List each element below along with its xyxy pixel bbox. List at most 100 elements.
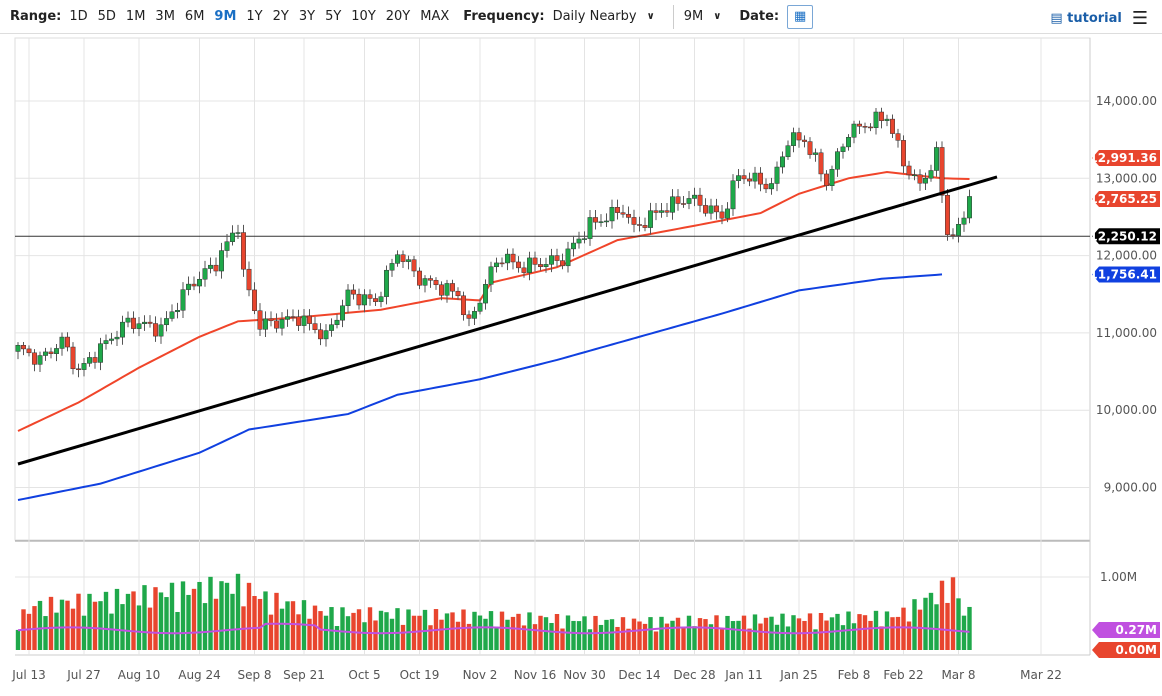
last-price-label-bg [1092,191,1160,207]
volume-bar [950,577,956,650]
candle [461,295,466,316]
volume-bar [692,626,697,650]
volume-bar [928,592,934,650]
range-9m[interactable]: 9M [214,9,237,24]
range-5d[interactable]: 5D [97,9,116,24]
period-select[interactable]: 9M ∨ [684,9,722,24]
price-tick-label: 13,000.00 [1096,171,1157,185]
candle [169,311,175,319]
candle [736,175,741,181]
date-tick-label: Jan 11 [724,668,763,682]
candle [252,289,257,311]
volume-bar [43,616,48,650]
volume-bar [703,619,708,650]
volume-bar [714,615,719,650]
range-5y[interactable]: 5Y [325,9,342,24]
candle [175,310,180,313]
volume-bar [917,609,923,650]
candle [87,357,92,364]
volume-bar [411,615,417,650]
candle [103,340,109,344]
candle [598,221,604,223]
candle [164,318,169,326]
range-1y[interactable]: 1Y [246,9,263,24]
volume-bar [571,620,576,650]
film-icon: ▤ [1050,11,1063,26]
volume-bar [681,627,686,650]
candle [714,205,719,213]
volume-bar [252,596,257,650]
candle [928,170,934,179]
candle [153,323,158,337]
range-max[interactable]: MAX [420,9,450,24]
candle [785,145,791,158]
volume-bar [741,615,747,650]
candle [521,267,527,273]
candle [312,323,318,331]
candle [510,253,516,263]
candle [873,111,879,128]
support-value-label-bg [1092,228,1160,245]
range-3m[interactable]: 3M [155,9,175,24]
tutorial-label: tutorial [1067,11,1122,26]
date-tick-label: Nov 16 [514,668,557,682]
toolbar: Range: 1D 5D 1M 3M 6M 9M 1Y 2Y 3Y 5Y 10Y 20Y MAX Fre… [0,0,1162,34]
ma50-value-label-bg [1092,150,1160,166]
range-20y[interactable]: 20Y [385,9,411,24]
range-1d[interactable]: 1D [69,9,88,24]
candle [26,348,32,354]
volume-bar [576,621,582,650]
menu-icon[interactable]: ☰ [1131,8,1148,29]
volume-bar [131,591,136,650]
tutorial-link[interactable]: ▤ tutorial [1050,11,1122,26]
volume-bar [851,623,857,650]
candle [846,137,851,148]
volume-bar [428,625,433,650]
candle [609,207,615,222]
volume-bar [246,582,252,650]
range-3y[interactable]: 3Y [298,9,316,24]
candle [884,118,890,121]
volume-bar [543,617,549,650]
range-1m[interactable]: 1M [125,9,146,24]
candle [653,210,659,213]
candle [626,213,631,218]
candle [725,208,730,219]
candle [686,198,692,204]
candle [532,257,538,265]
range-2y[interactable]: 2Y [272,9,289,24]
candle [131,317,136,329]
frequency-select[interactable]: Daily Nearby ∨ [553,9,655,24]
period-value: 9M [683,9,704,24]
candle [351,289,356,295]
volume-bar [598,624,604,650]
candle [675,196,681,204]
candle [241,232,246,270]
candle [593,217,598,223]
candle [285,316,290,320]
calendar-button[interactable]: ▦ [787,4,814,29]
date-tick-label: Aug 10 [118,668,161,682]
range-10y[interactable]: 10Y [351,9,376,24]
candle [395,254,400,264]
volume-bar [637,621,642,650]
candle [323,330,329,340]
candle [274,320,279,329]
candle [895,133,901,141]
candle [543,264,549,267]
volume-bar [81,615,87,650]
candle [620,212,626,215]
date-tick-label: Jan 25 [779,668,818,682]
candle [142,321,147,324]
candle [345,289,351,307]
candle [774,166,780,184]
divider [672,4,674,29]
volume-bar [906,621,912,650]
candle [257,310,263,330]
range-6m[interactable]: 6M [184,9,205,24]
candle [81,363,87,370]
candle [373,298,378,302]
volume-bar [686,615,692,650]
volume-bar [87,593,92,650]
